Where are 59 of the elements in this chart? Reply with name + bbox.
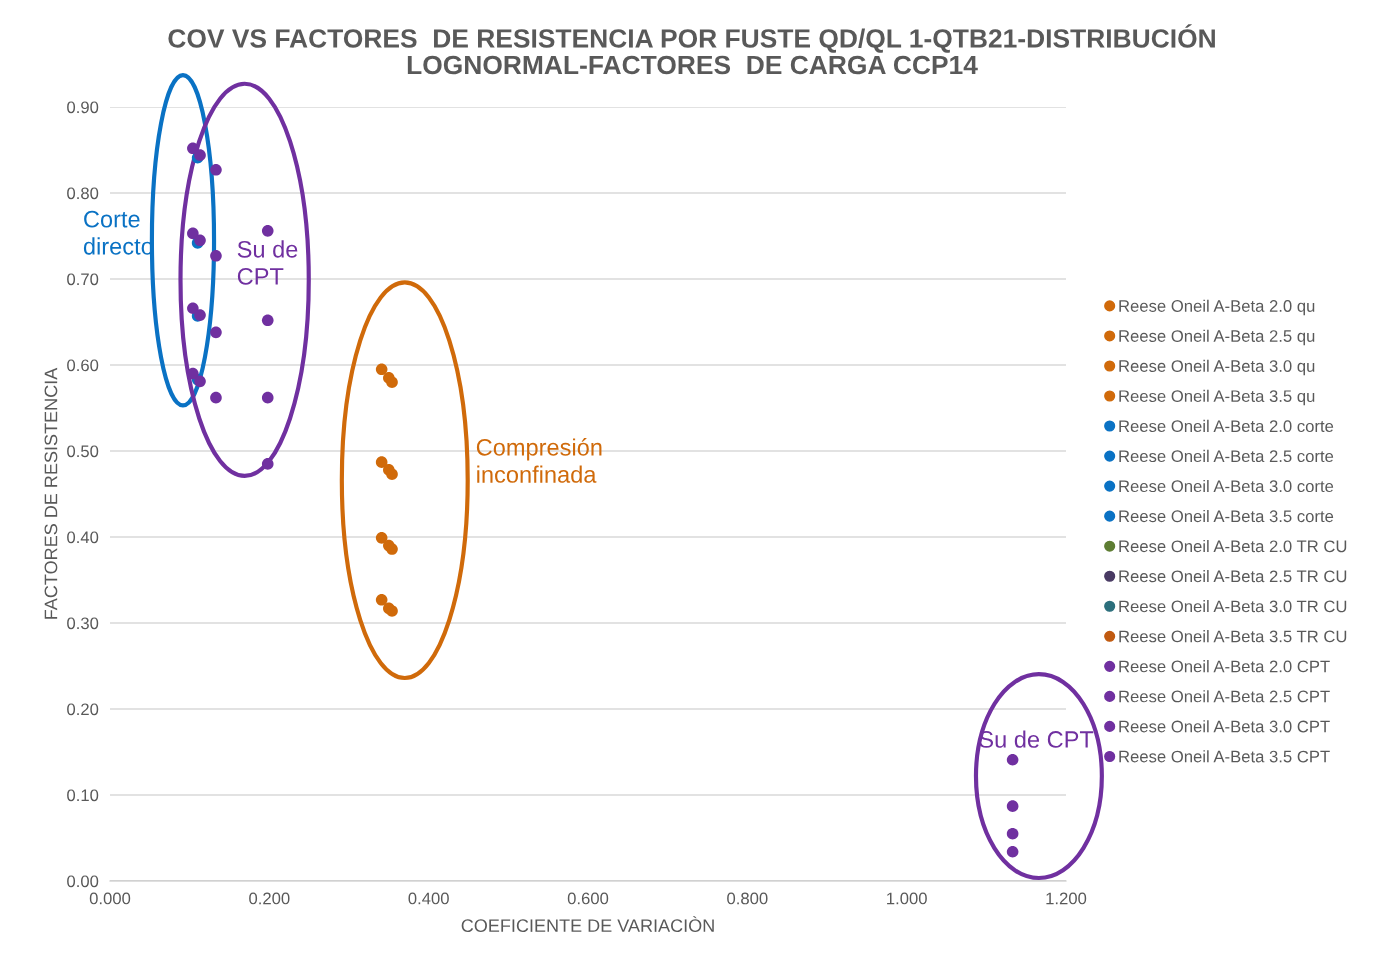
point	[187, 302, 199, 315]
y-tick-label: 0.80	[67, 187, 99, 200]
point	[375, 532, 388, 544]
annotation: Compresión inconfinada	[476, 438, 602, 483]
point	[261, 225, 274, 237]
legend-label: Reese Oneil A-Beta 2.0 corte	[1119, 419, 1334, 433]
y-tick-label: 0.00	[67, 875, 99, 888]
y-tick-label: 0.10	[67, 789, 99, 802]
x-tick-label: 0.000	[89, 892, 131, 905]
point	[1006, 800, 1019, 812]
point	[1006, 827, 1019, 840]
legend-label: Reese Oneil A-Beta 3.0 CPT	[1119, 720, 1330, 733]
point	[210, 391, 222, 404]
x-tick-label: 1.000	[887, 892, 927, 905]
legend-label: Reese Oneil A-Beta 3.0 corte	[1119, 479, 1334, 493]
legend-label: Reese Oneil A-Beta 2.5 CPT	[1119, 690, 1330, 703]
y-axis-title: FACTORES DE RESISTENCIA	[44, 367, 58, 619]
legend-label: Reese Oneil A-Beta 3.5 TR CU	[1119, 630, 1347, 643]
legend-label: Reese Oneil A-Beta 2.0 TR CU	[1119, 539, 1347, 553]
point	[386, 543, 398, 555]
point	[1006, 753, 1019, 766]
point	[386, 376, 398, 389]
legend-label: Reese Oneil A-Beta 2.0 qu	[1119, 299, 1315, 316]
x-tick-label: 0.400	[408, 892, 449, 905]
y-tick-label: 0.50	[67, 445, 99, 458]
annotation: Su de CPT	[237, 240, 298, 285]
point	[1006, 845, 1019, 858]
legend-label: Reese Oneil A-Beta 2.5 TR CU	[1119, 569, 1347, 583]
x-axis-title: COEFICIENTE DE VARIACIÒN	[461, 916, 714, 933]
point	[210, 163, 222, 176]
legend-label: Reese Oneil A-Beta 2.5 qu	[1119, 329, 1315, 346]
chart-title: COV VS FACTORES DE RESISTENCIA POR FUSTE QD/QL 1-QTB21-DISTRIBUCIÓN LOGNORMAL-FACTORES DE CARGA CCP14	[168, 24, 1215, 75]
legend-label: Reese Oneil A-Beta 3.0 qu	[1119, 359, 1315, 376]
x-tick-label: 1.200	[1046, 892, 1087, 905]
point	[375, 593, 388, 606]
legend-label: Reese Oneil A-Beta 3.5 CPT	[1119, 750, 1330, 763]
point	[210, 326, 222, 339]
point	[261, 458, 274, 470]
legend-label: Reese Oneil A-Beta 2.5 corte	[1119, 449, 1334, 463]
y-tick-label: 0.70	[67, 273, 99, 286]
legend-label: Reese Oneil A-Beta 2.0 CPT	[1119, 660, 1330, 673]
legend-label: Reese Oneil A-Beta 3.5 corte	[1119, 509, 1334, 523]
point	[187, 227, 199, 240]
x-tick-label: 0.800	[727, 892, 768, 905]
point	[261, 314, 274, 327]
legend-label: Reese Oneil A-Beta 3.0 TR CU	[1119, 600, 1347, 613]
point	[261, 391, 274, 404]
y-tick-label: 0.90	[67, 101, 99, 114]
y-tick-label: 0.60	[67, 359, 99, 372]
x-tick-label: 0.200	[249, 892, 290, 905]
x-tick-label: 0.600	[567, 892, 609, 905]
point	[375, 363, 388, 376]
point	[386, 468, 398, 481]
y-tick-label: 0.30	[67, 617, 99, 630]
legend-label: Reese Oneil A-Beta 3.5 qu	[1119, 389, 1315, 406]
y-tick-label: 0.40	[67, 531, 99, 544]
y-tick-label: 0.20	[67, 703, 99, 716]
point	[375, 456, 388, 468]
point	[210, 249, 222, 262]
